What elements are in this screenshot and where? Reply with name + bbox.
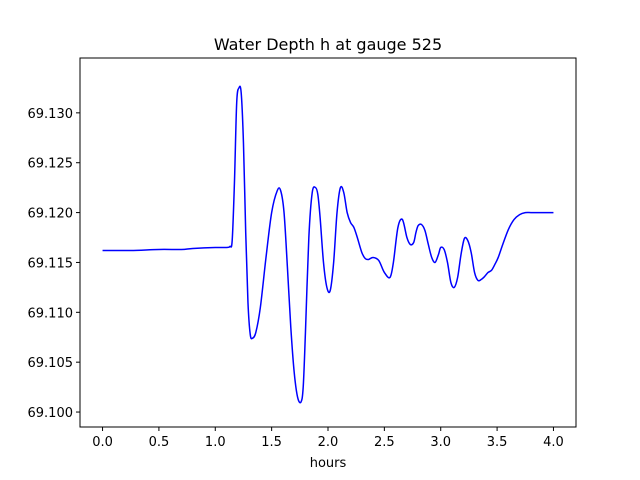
chart-title: Water Depth h at gauge 525 (214, 35, 442, 54)
y-tick-label: 69.100 (28, 406, 74, 421)
x-tick-label: 3.0 (430, 435, 451, 450)
series-line (102, 85, 554, 404)
y-tick-label: 69.115 (28, 256, 74, 271)
x-tick-label: 4.0 (543, 435, 564, 450)
plot-frame (79, 57, 577, 428)
y-tick-label: 69.130 (28, 107, 74, 122)
y-tick-label: 69.110 (28, 306, 74, 321)
x-tick-label: 0.0 (92, 435, 113, 450)
x-axis: 0.0 0.5 1.0 1.5 2.0 2.5 3.0 3.5 4.0 (92, 427, 564, 450)
y-axis: 69.100 69.105 69.110 69.115 69.120 69.125 69.1… (28, 107, 80, 421)
y-tick-label: 69.125 (28, 157, 74, 172)
x-tick-label: 1.5 (261, 435, 282, 450)
x-tick-label: 0.5 (149, 435, 170, 450)
y-tick-label: 69.120 (28, 207, 74, 222)
x-tick-label: 2.0 (318, 435, 339, 450)
x-axis-label: hours (310, 456, 347, 471)
y-tick-label: 69.105 (28, 356, 74, 371)
x-tick-label: 3.5 (487, 435, 508, 450)
x-tick-label: 2.5 (374, 435, 395, 450)
x-tick-label: 1.0 (205, 435, 226, 450)
